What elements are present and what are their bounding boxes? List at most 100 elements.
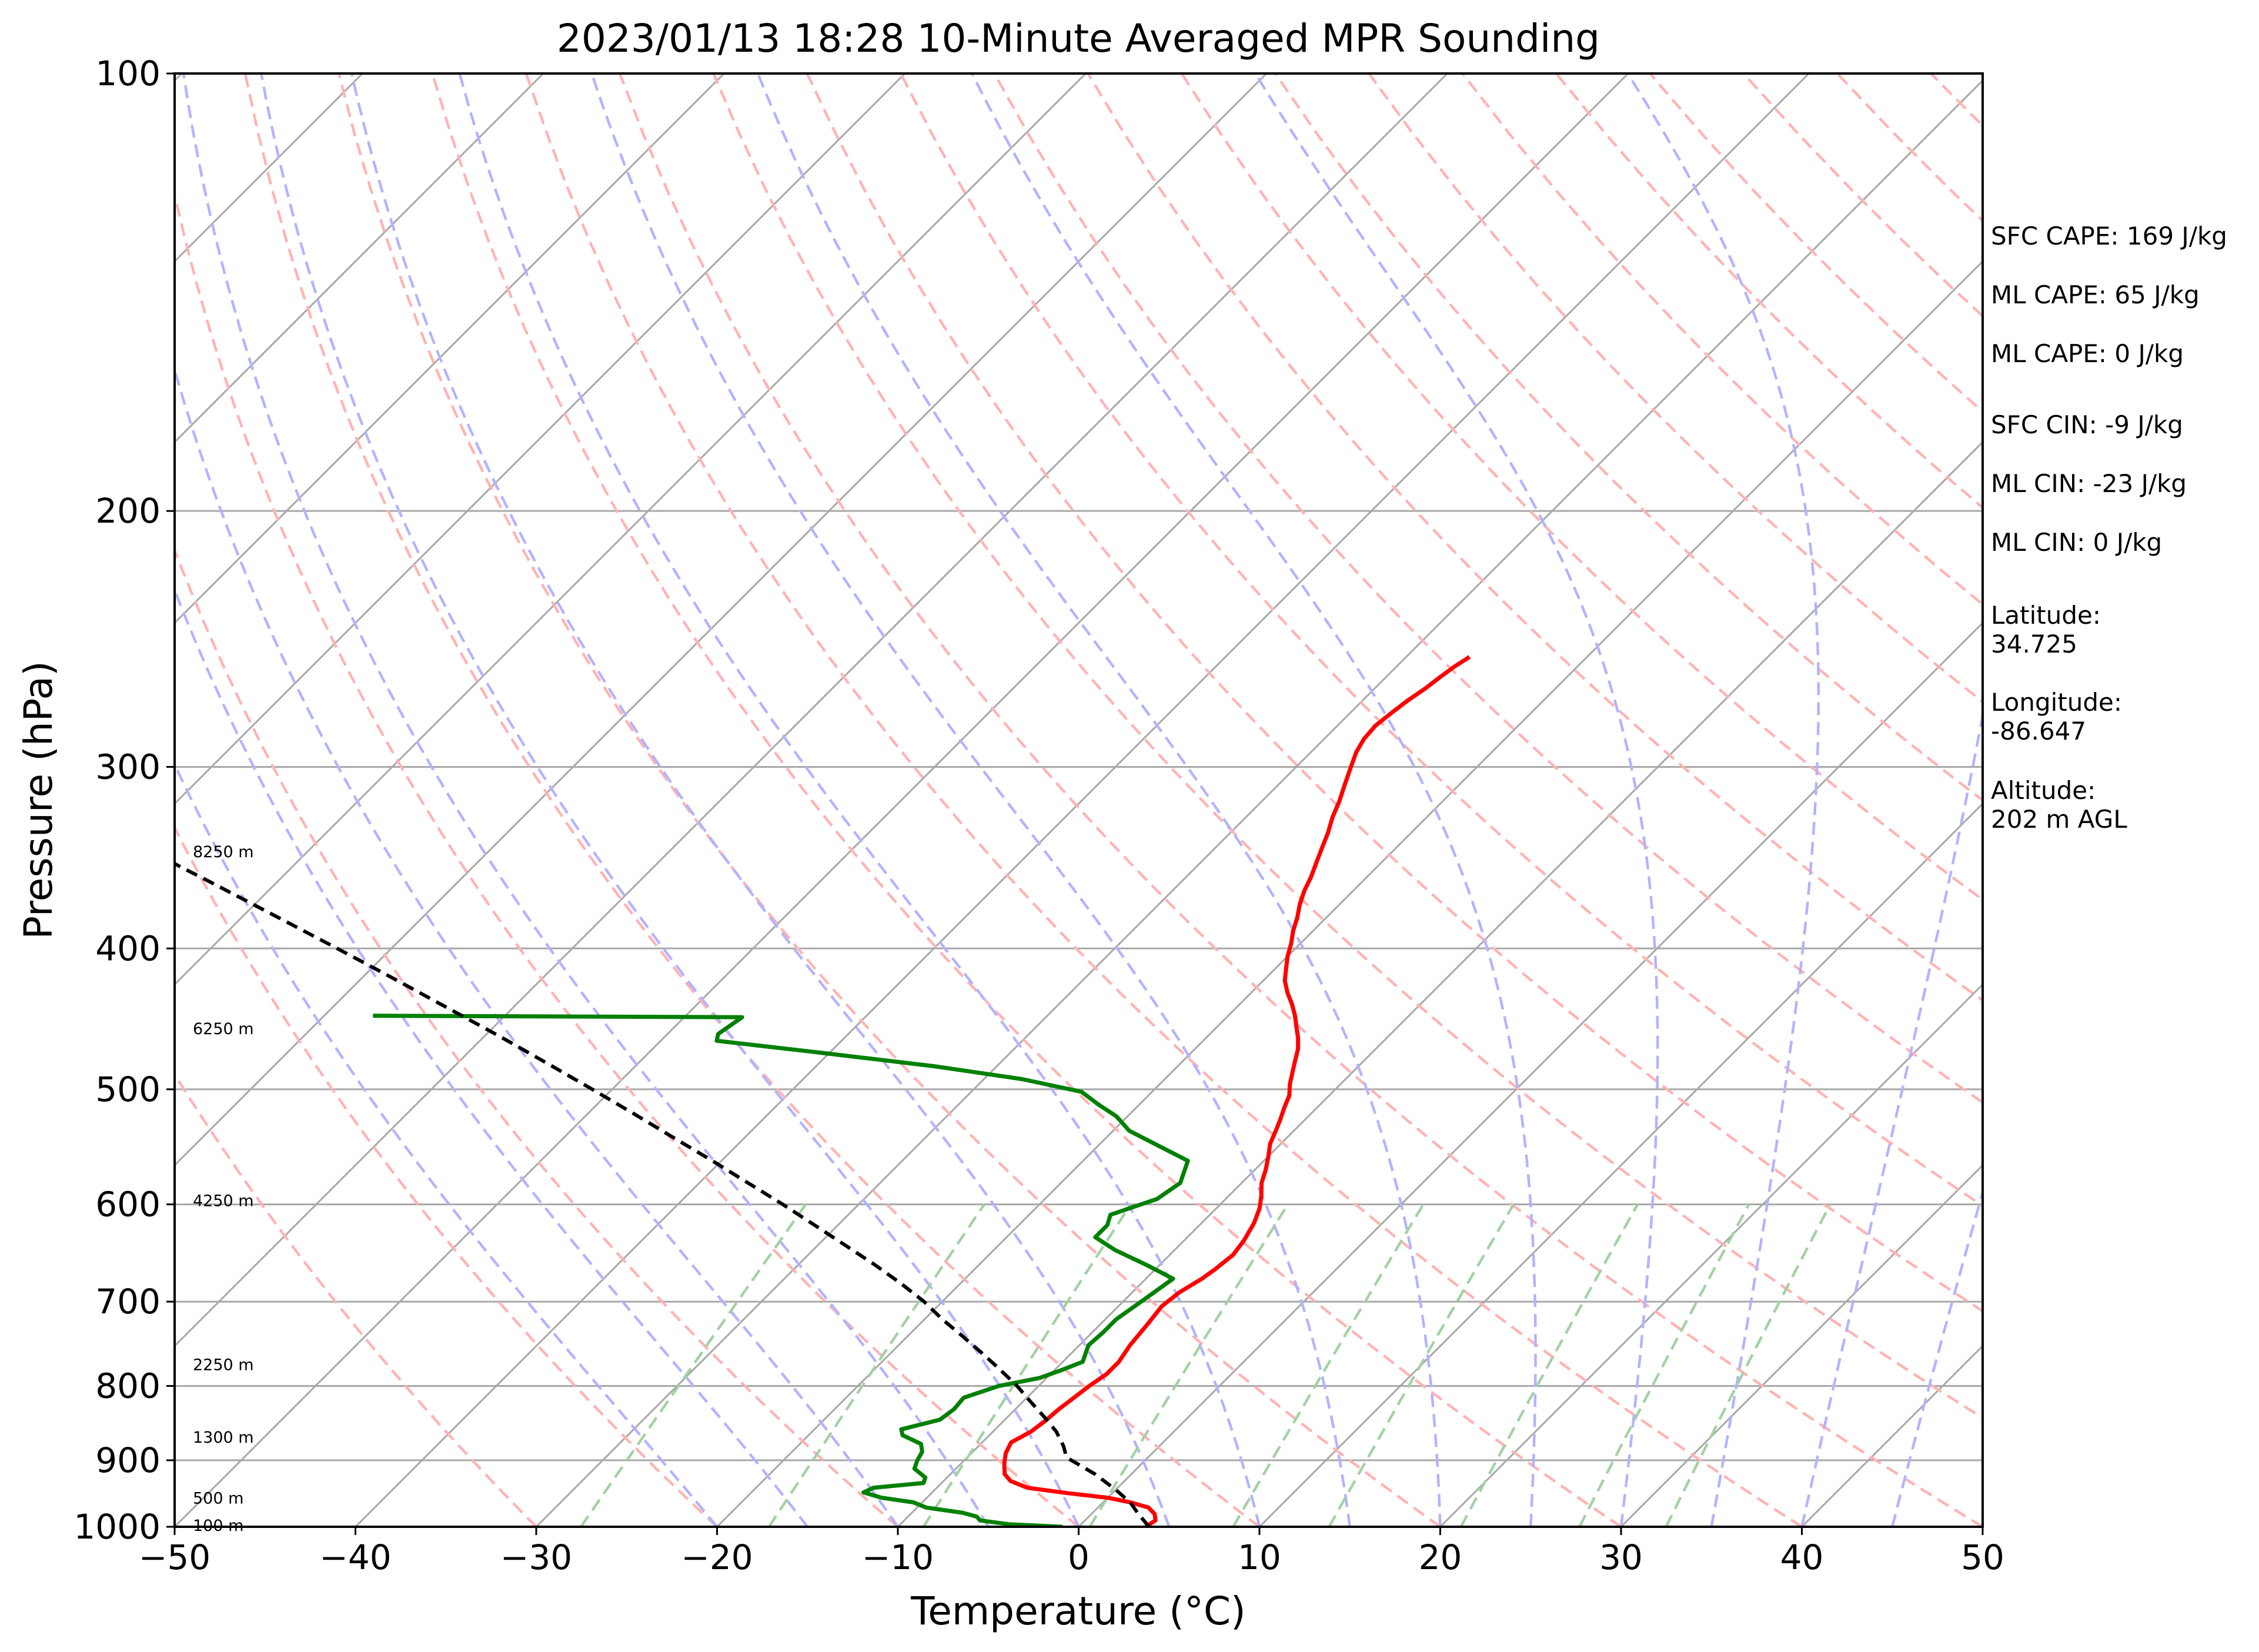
moist-adiabat-line — [259, 73, 1080, 1527]
height-labels: 8250 m 6250 m 4250 m 2250 m 1300 m 500 m 100 m — [193, 843, 254, 1535]
y-tick-label: 800 — [95, 1366, 161, 1406]
dry-adiabat-line — [243, 73, 1261, 1527]
moist-adiabat-line — [756, 73, 1442, 1527]
isotherm-line — [1620, 1163, 1983, 1527]
dry-adiabat-line — [993, 73, 1983, 1104]
dry-adiabat-line — [712, 73, 1983, 1420]
isotherm-line — [535, 79, 1983, 1527]
isotherm-line — [355, 73, 1810, 1527]
isotherm-line — [716, 260, 1983, 1527]
isotherm-line — [175, 73, 906, 805]
dry-adiabat-line — [175, 546, 899, 1527]
mixing-ratio-line — [1088, 1203, 1289, 1527]
x-tick-label: −50 — [139, 1537, 210, 1577]
height-label: 100 m — [193, 1517, 243, 1535]
moist-adiabat-line — [1800, 708, 1983, 1527]
y-axis-label: Pressure (hPa) — [16, 661, 61, 939]
sfc-cin-text: SFC CIN: -9 J/kg — [1991, 410, 2183, 439]
isotherm-line — [175, 73, 1087, 986]
x-tick-label: 10 — [1238, 1537, 1281, 1577]
height-label: 1300 m — [193, 1429, 254, 1447]
dewpoint-profile — [373, 1014, 1190, 1527]
isotherm-line — [897, 440, 1983, 1527]
ml-cape-text: ML CAPE: 65 J/kg — [1991, 280, 2200, 309]
mixing-ratio-line — [1665, 1203, 1832, 1527]
temperature-profile — [1002, 655, 1471, 1527]
isotherm-line — [175, 73, 725, 624]
dry-adiabat-line — [806, 73, 1983, 1313]
x-tick-label: −30 — [500, 1537, 572, 1577]
moist-adiabat-line — [590, 73, 1352, 1527]
isotherm-line — [175, 73, 1268, 1167]
mixing-ratio-line — [767, 1203, 985, 1527]
height-label: 6250 m — [193, 1020, 254, 1038]
height-label: 4250 m — [193, 1192, 254, 1210]
dry-adiabat-line — [1368, 73, 1983, 704]
x-tick-label: 30 — [1599, 1537, 1643, 1577]
plot-frame — [173, 72, 1984, 1528]
moist-adiabat-line — [1254, 73, 1659, 1527]
dry-adiabat-line — [337, 73, 1441, 1527]
y-tick-label: 400 — [95, 928, 161, 968]
mu-cin-text: ML CIN: 0 J/kg — [1991, 528, 2162, 557]
dry-adiabat-line — [175, 189, 1080, 1527]
altitude-value: 202 m AGL — [1991, 805, 2127, 834]
dry-adiabat-line — [619, 73, 1983, 1527]
y-tick-label: 200 — [95, 491, 161, 531]
x-tick-label: −10 — [862, 1537, 934, 1577]
dry-adiabat-line — [899, 73, 1983, 1208]
y-tick-label: 600 — [95, 1185, 161, 1225]
latitude-value: 34.725 — [1991, 630, 2077, 658]
moist-adiabat-line — [458, 73, 1261, 1527]
x-tick-label: 40 — [1780, 1537, 1824, 1577]
isotherm-line — [1439, 983, 1983, 1527]
axis-ticks: −50 −40 −30 −20 −10 0 10 20 30 40 50 100 200 300 400 50… — [73, 53, 2004, 1577]
moist-adiabat-line — [175, 761, 719, 1527]
y-tick-label: 900 — [95, 1440, 161, 1480]
parcel-profile — [175, 861, 1151, 1527]
reference-lines — [0, 73, 1983, 1527]
y-tick-label: 300 — [95, 747, 161, 787]
dry-adiabat-line — [175, 824, 719, 1527]
x-tick-label: −20 — [681, 1537, 753, 1577]
isotherm-line — [1078, 621, 1983, 1527]
mixing-ratio-line — [580, 1203, 807, 1527]
x-tick-label: −40 — [319, 1537, 391, 1577]
height-label: 8250 m — [193, 843, 254, 861]
mixing-ratio-line — [922, 1203, 1132, 1527]
mixing-ratio-line — [1328, 1203, 1515, 1527]
x-tick-label: 50 — [1961, 1537, 2004, 1577]
y-tick-label: 500 — [95, 1069, 161, 1109]
height-label: 2250 m — [193, 1356, 254, 1375]
moist-adiabat-line — [175, 586, 809, 1527]
isotherm-line — [175, 73, 1448, 1347]
latitude-label: Latitude: — [1991, 601, 2101, 630]
y-tick-label: 700 — [95, 1282, 161, 1322]
mixing-ratio-line — [1578, 1203, 1750, 1527]
moist-adiabat-line — [971, 73, 1537, 1527]
x-tick-label: 20 — [1419, 1537, 1462, 1577]
ml-cin-text: ML CIN: -23 J/kg — [1991, 469, 2187, 498]
chart-title: 2023/01/13 18:28 10-Minute Averaged MPR … — [557, 16, 1600, 61]
height-label: 500 m — [193, 1490, 243, 1508]
altitude-label: Altitude: — [1991, 776, 2096, 805]
x-tick-label: 0 — [1068, 1537, 1090, 1577]
moist-adiabat-line — [175, 365, 899, 1527]
moist-adiabat-line — [1626, 73, 1820, 1527]
mu-cape-text: ML CAPE: 0 J/kg — [1991, 339, 2184, 368]
data-series — [175, 655, 1471, 1527]
isotherm-line — [175, 73, 544, 444]
info-panel: SFC CAPE: 169 J/kg ML CAPE: 65 J/kg ML C… — [1991, 222, 2227, 834]
longitude-value: -86.647 — [1991, 717, 2086, 745]
dry-adiabat-line — [524, 73, 1803, 1527]
y-tick-label: 1000 — [73, 1507, 161, 1547]
mixing-ratio-line — [1232, 1203, 1425, 1527]
moist-adiabat-line — [1891, 1188, 1983, 1527]
moist-adiabat-line — [350, 73, 1171, 1527]
isotherm-line — [0, 73, 1, 1527]
y-tick-label: 100 — [95, 53, 161, 93]
longitude-label: Longitude: — [1991, 688, 2122, 717]
dry-adiabat-line — [1180, 73, 1983, 902]
isotherm-line — [1258, 802, 1983, 1527]
